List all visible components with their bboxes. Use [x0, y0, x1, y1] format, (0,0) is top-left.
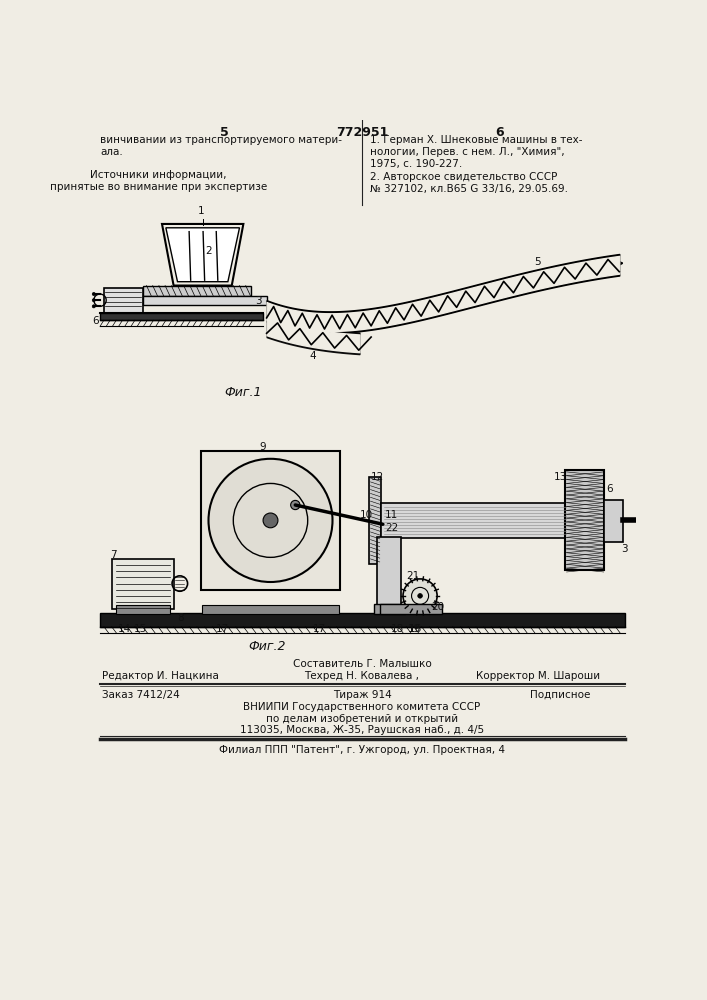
Text: 17: 17 — [216, 624, 230, 634]
Text: Подписное: Подписное — [530, 690, 590, 700]
Text: по делам изобретений и открытий: по делам изобретений и открытий — [266, 714, 458, 724]
Text: 1: 1 — [197, 206, 204, 216]
Polygon shape — [100, 613, 625, 627]
Circle shape — [263, 513, 278, 528]
Text: Филиал ППП "Патент", г. Ужгород, ул. Проектная, 4: Филиал ППП "Патент", г. Ужгород, ул. Про… — [219, 745, 505, 755]
Text: Корректор М. Шароши: Корректор М. Шароши — [476, 671, 600, 681]
Text: 5: 5 — [534, 257, 541, 267]
Text: 10: 10 — [360, 510, 373, 520]
Circle shape — [378, 520, 387, 529]
FancyBboxPatch shape — [604, 500, 623, 542]
Circle shape — [92, 299, 95, 302]
Text: Составитель Г. Малышко: Составитель Г. Малышко — [293, 659, 431, 669]
Text: Редактор И. Нацкина: Редактор И. Нацкина — [103, 671, 219, 681]
Polygon shape — [104, 288, 143, 312]
Text: 19: 19 — [408, 624, 421, 634]
Text: 21: 21 — [406, 571, 419, 581]
Polygon shape — [100, 312, 263, 320]
Text: 5: 5 — [220, 126, 228, 139]
Text: Заказ 7412/24: Заказ 7412/24 — [103, 690, 180, 700]
FancyBboxPatch shape — [381, 503, 569, 538]
Text: 1. Герман Х. Шнековые машины в тех-
нологии, Перев. с нем. Л., "Химия",
1975, с.: 1. Герман Х. Шнековые машины в тех- ноло… — [370, 135, 582, 169]
Text: Тираж 914: Тираж 914 — [332, 690, 392, 700]
FancyBboxPatch shape — [202, 605, 339, 614]
Text: 22: 22 — [385, 523, 399, 533]
Text: Фиг.1: Фиг.1 — [225, 386, 262, 399]
Polygon shape — [143, 296, 267, 305]
Text: 7: 7 — [110, 550, 117, 560]
Polygon shape — [143, 286, 251, 296]
Circle shape — [291, 500, 300, 510]
Text: 4: 4 — [309, 351, 316, 361]
FancyBboxPatch shape — [565, 470, 604, 570]
Text: 2: 2 — [205, 246, 212, 256]
Text: ВНИИПИ Государственного комитета СССР: ВНИИПИ Государственного комитета СССР — [243, 702, 481, 712]
Text: 13: 13 — [554, 472, 566, 482]
Text: 20: 20 — [432, 602, 445, 612]
Text: 113035, Москва, Ж-35, Раушская наб., д. 4/5: 113035, Москва, Ж-35, Раушская наб., д. … — [240, 725, 484, 735]
Text: 2. Авторское свидетельство СССР
№ 327102, кл.B65 G 33/16, 29.05.69.: 2. Авторское свидетельство СССР № 327102… — [370, 172, 568, 194]
FancyBboxPatch shape — [115, 605, 170, 614]
Text: Фиг.2: Фиг.2 — [248, 640, 286, 653]
Text: 8: 8 — [177, 613, 184, 623]
Text: 11: 11 — [385, 510, 397, 520]
Text: 17: 17 — [313, 624, 327, 634]
Text: 12: 12 — [371, 472, 385, 482]
FancyBboxPatch shape — [201, 451, 340, 590]
FancyBboxPatch shape — [112, 559, 174, 609]
Text: 15: 15 — [134, 624, 146, 634]
Text: 6: 6 — [495, 126, 503, 139]
Text: Источники информации,
принятые во внимание при экспертизе: Источники информации, принятые во вниман… — [49, 170, 267, 192]
Text: винчивании из транспортируемого матери-
ала.: винчивании из транспортируемого матери- … — [100, 135, 342, 157]
Circle shape — [418, 594, 422, 598]
Text: 3: 3 — [255, 296, 262, 306]
Text: 9: 9 — [259, 442, 266, 452]
FancyBboxPatch shape — [380, 604, 442, 614]
Text: 6: 6 — [606, 484, 613, 494]
Text: 14: 14 — [118, 624, 131, 634]
Circle shape — [92, 305, 95, 308]
FancyBboxPatch shape — [369, 477, 381, 564]
Text: Техред Н. Ковалева ,: Техред Н. Ковалева , — [305, 671, 419, 681]
FancyBboxPatch shape — [373, 604, 404, 614]
Text: 16: 16 — [409, 624, 421, 634]
Text: 772951: 772951 — [336, 126, 388, 139]
Text: 6: 6 — [92, 316, 99, 326]
Circle shape — [209, 459, 332, 582]
Text: 18: 18 — [391, 624, 404, 634]
FancyBboxPatch shape — [378, 537, 401, 613]
Polygon shape — [166, 228, 240, 282]
Circle shape — [92, 292, 95, 296]
Polygon shape — [646, 505, 654, 536]
Circle shape — [403, 579, 437, 613]
Text: 3: 3 — [621, 544, 629, 554]
